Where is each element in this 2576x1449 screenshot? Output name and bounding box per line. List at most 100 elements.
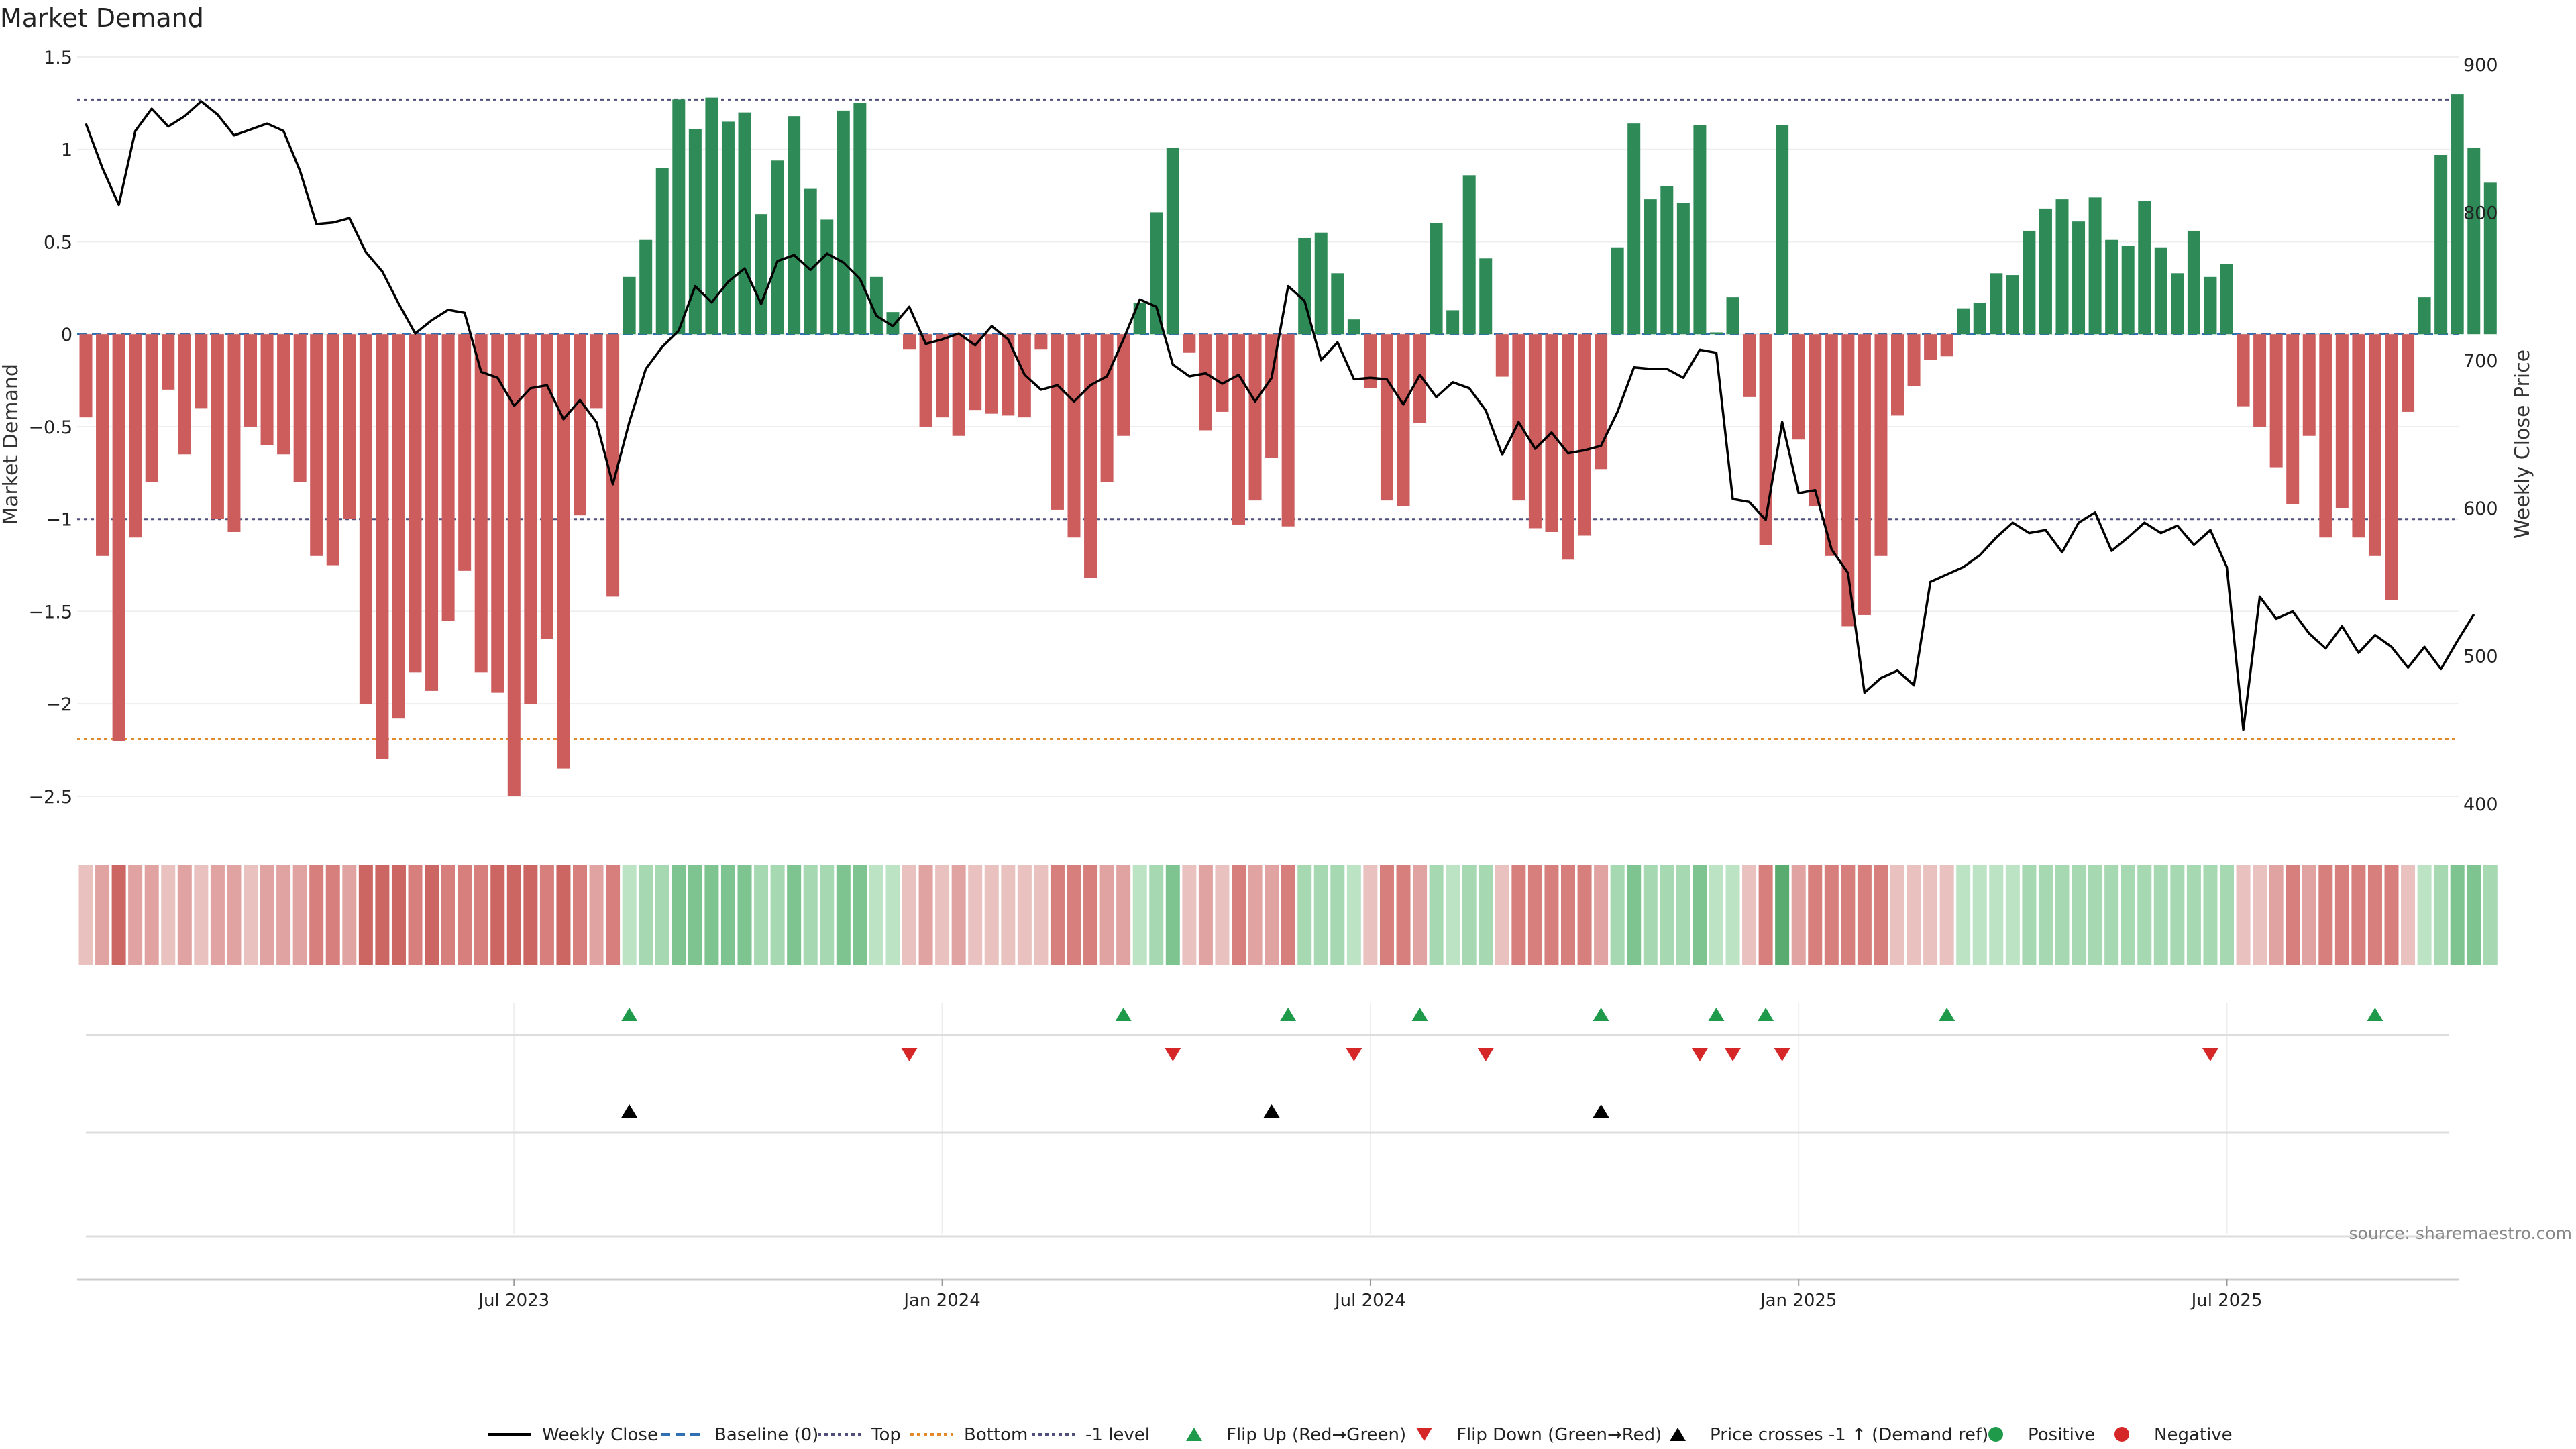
heatmap-cell-negative (111, 865, 126, 965)
demand-bar-positive (1166, 147, 1179, 335)
legend-marker (1670, 1428, 1686, 1441)
heatmap-cell-positive (2022, 865, 2037, 965)
demand-bar-negative (145, 334, 158, 482)
demand-bar-positive (1430, 223, 1443, 335)
heatmap-cell-negative (539, 865, 554, 965)
heatmap-cell-positive (2072, 865, 2086, 965)
demand-bar-negative (1397, 334, 1410, 506)
heatmap-cell-positive (885, 865, 900, 965)
legend-marker (2114, 1427, 2129, 1442)
heatmap-cell-positive (1429, 865, 1444, 965)
flip-up-marker (1708, 1008, 1725, 1021)
demand-bar-negative (2335, 334, 2349, 508)
demand-bar-negative (277, 334, 290, 455)
heatmap-cell-negative (210, 865, 225, 965)
demand-bar-negative (1051, 334, 1064, 510)
demand-bar-negative (1002, 334, 1015, 416)
heatmap-cell-positive (1149, 865, 1164, 965)
demand-bar-positive (2138, 201, 2151, 335)
heatmap-cell-negative (1050, 865, 1065, 965)
heatmap-cell-negative (276, 865, 291, 965)
heatmap-cell-positive (2088, 865, 2102, 965)
demand-bar-positive (2088, 197, 2102, 335)
heatmap-cell-negative (1396, 865, 1411, 965)
heatmap-cell-positive (1676, 865, 1690, 965)
demand-bar-negative (178, 334, 191, 455)
demand-bars (79, 94, 2497, 796)
heatmap-cell-positive (655, 865, 669, 965)
heatmap-cell-positive (853, 865, 867, 965)
heatmap-cell-negative (2318, 865, 2333, 965)
heatmap-cell-negative (1791, 865, 1806, 965)
heatmap-cell-negative (968, 865, 983, 965)
heatmap-cell-negative (1874, 865, 1888, 965)
heatmap-cell-negative (506, 865, 521, 965)
heatmap-cell-negative (177, 865, 192, 965)
demand-bar-negative (458, 334, 472, 571)
heatmap-cell-negative (458, 865, 472, 965)
heatmap-cell-negative (1907, 865, 1921, 965)
heatmap-cell-negative (918, 865, 933, 965)
heatmap-cell-negative (1742, 865, 1757, 965)
legend-label: Top (871, 1425, 901, 1445)
heatmap-cell-positive (672, 865, 686, 965)
demand-bar-positive (2187, 230, 2200, 335)
demand-bar-negative (574, 334, 586, 516)
heatmap-cell-negative (1527, 865, 1542, 965)
y2-axis-label: Weekly Close Price (2511, 350, 2534, 539)
chart-title: Market Demand (0, 3, 204, 33)
heatmap-cell-negative (589, 865, 604, 965)
demand-bar-positive (869, 276, 883, 335)
demand-bar-positive (1693, 125, 1707, 335)
heatmap-cell-negative (441, 865, 455, 965)
demand-bar-positive (2072, 221, 2086, 335)
flip-up-marker (1115, 1008, 1132, 1021)
heatmap-cell-negative (227, 865, 241, 965)
heatmap-cell-positive (869, 865, 883, 965)
heatmap-cell-positive (639, 865, 653, 965)
demand-bar-positive (2023, 230, 2036, 335)
heatmap-cell-negative (1198, 865, 1213, 965)
demand-bar-negative (491, 334, 504, 693)
heatmap-cell-positive (1693, 865, 1707, 965)
demand-bar-negative (1841, 334, 1855, 627)
heatmap-cell-negative (2286, 865, 2300, 965)
flip-up-marker (621, 1008, 638, 1021)
heatmap-cell-negative (1215, 865, 1230, 965)
demand-bar-positive (1446, 310, 1460, 335)
y2-tick-label: 500 (2463, 647, 2498, 667)
heatmap-cell-positive (737, 865, 752, 965)
heatmap-cell-positive (720, 865, 735, 965)
demand-bar-positive (1462, 175, 1476, 335)
heatmap-cell-positive (803, 865, 818, 965)
y2-tick-label: 400 (2463, 794, 2498, 815)
demand-bar-positive (2467, 147, 2481, 335)
heatmap-cell-positive (2467, 865, 2481, 965)
event-markers (86, 1003, 2449, 1238)
demand-bar-negative (409, 334, 422, 673)
demand-bar-positive (2121, 245, 2135, 335)
heatmap-cell-positive (1725, 865, 1740, 965)
heatmap-cell-negative (1808, 865, 1823, 965)
heatmap-cell-positive (2153, 865, 2168, 965)
flip-down-marker (1691, 1048, 1708, 1061)
heatmap-cell-negative (342, 865, 357, 965)
x-tick-label: Jan 2025 (1759, 1291, 1837, 1311)
demand-bar-positive (655, 168, 669, 335)
y-tick-label: −0.5 (28, 417, 72, 438)
heatmap-cell-negative (292, 865, 307, 965)
flip-down-marker (2202, 1048, 2218, 1061)
demand-bar-negative (1578, 334, 1591, 536)
heatmap-cell-negative (1363, 865, 1378, 965)
demand-bar-negative (1216, 334, 1229, 412)
demand-bar-positive (705, 97, 718, 335)
demand-bar-positive (2006, 275, 2019, 335)
legend-marker (1988, 1427, 2003, 1442)
heatmap-cell-positive (2104, 865, 2119, 965)
heatmap-cell-positive (787, 865, 802, 965)
heatmap-cell-negative (128, 865, 143, 965)
flip-down-marker (1346, 1048, 1362, 1061)
legend-label: Negative (2154, 1425, 2233, 1445)
heatmap-cell-negative (1017, 865, 1032, 965)
heatmap-cell-negative (1413, 865, 1428, 965)
